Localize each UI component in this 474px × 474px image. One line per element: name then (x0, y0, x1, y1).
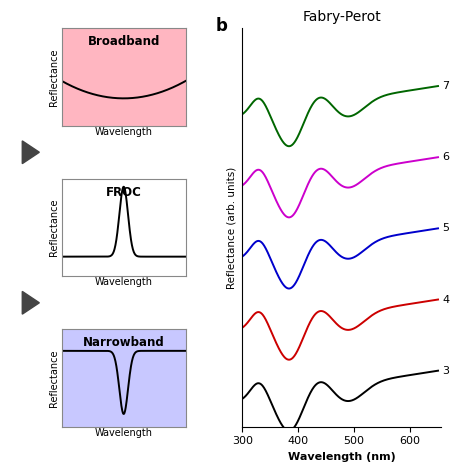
Text: b: b (216, 17, 228, 35)
Y-axis label: Reflectance: Reflectance (49, 349, 59, 407)
Title: Fabry-Perot: Fabry-Perot (302, 10, 381, 25)
Y-axis label: Reflectance (arb. units): Reflectance (arb. units) (227, 166, 237, 289)
Text: 3: 3 (443, 365, 449, 376)
Y-axis label: Reflectance: Reflectance (49, 199, 59, 256)
Text: Broadband: Broadband (88, 35, 160, 48)
Text: Narrowband: Narrowband (83, 336, 164, 349)
X-axis label: Wavelength: Wavelength (95, 127, 153, 137)
Text: 7: 7 (443, 81, 450, 91)
X-axis label: Wavelength (nm): Wavelength (nm) (288, 452, 395, 462)
Text: 5: 5 (443, 223, 449, 233)
X-axis label: Wavelength: Wavelength (95, 277, 153, 287)
Text: 6: 6 (443, 152, 449, 162)
Text: FROC: FROC (106, 186, 142, 199)
Y-axis label: Reflectance: Reflectance (49, 48, 59, 106)
Text: 4: 4 (443, 294, 450, 304)
X-axis label: Wavelength: Wavelength (95, 428, 153, 438)
